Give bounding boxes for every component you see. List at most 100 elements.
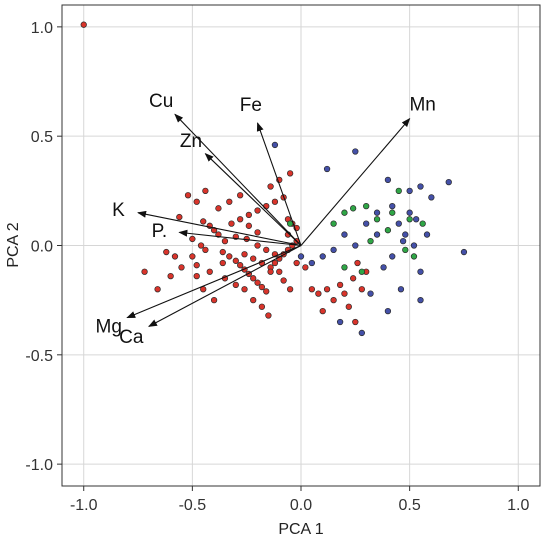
- y-tick-label: -1.0: [25, 457, 53, 474]
- red-data-point: [206, 268, 213, 275]
- red-data-point: [258, 303, 266, 310]
- blue-data-point: [358, 329, 365, 337]
- red-data-point: [323, 286, 331, 293]
- red-data-point: [245, 222, 253, 229]
- x-tick-label: -0.5: [179, 497, 207, 514]
- blue-data-point: [417, 268, 424, 275]
- red-data-point: [250, 297, 257, 304]
- blue-data-point: [410, 242, 418, 249]
- loading-arrow-zn: [204, 152, 302, 246]
- red-data-point: [263, 288, 270, 295]
- red-data-point: [232, 257, 239, 264]
- red-data-point: [189, 235, 196, 243]
- green-data-point: [341, 264, 348, 271]
- green-data-point: [373, 216, 381, 223]
- loading-arrow-mg: [126, 244, 302, 319]
- red-data-point: [193, 272, 200, 280]
- loading-label-cu: Cu: [149, 91, 173, 112]
- red-data-point: [189, 253, 196, 260]
- red-data-point: [319, 307, 326, 315]
- blue-data-point: [384, 176, 392, 184]
- x-tick-label: 0.5: [399, 497, 421, 514]
- loading-label-fe: Fe: [240, 95, 262, 116]
- red-data-point: [202, 246, 209, 254]
- red-data-point: [228, 220, 235, 227]
- red-data-point: [80, 21, 87, 28]
- red-data-point: [302, 264, 309, 271]
- blue-data-point: [397, 286, 405, 293]
- blue-data-point: [406, 209, 413, 216]
- x-tick-label: -1.0: [70, 497, 98, 514]
- red-data-point: [254, 207, 261, 214]
- red-data-point: [345, 303, 352, 310]
- red-data-point: [215, 205, 222, 212]
- red-data-point: [202, 187, 209, 194]
- red-data-point: [163, 248, 170, 256]
- loading-arrow-fe: [256, 122, 302, 246]
- blue-data-point: [402, 231, 409, 238]
- red-data-point: [267, 183, 274, 190]
- blue-data-point: [395, 220, 402, 227]
- y-tick-label: 0.0: [31, 239, 53, 256]
- x-axis-ticks: -1.0 -0.5 0.0 0.5 1.0: [70, 486, 529, 514]
- loading-arrow-ca: [148, 245, 302, 327]
- red-data-point: [286, 286, 294, 293]
- blue-data-point: [271, 141, 279, 149]
- blue-data-point: [363, 220, 370, 227]
- red-data-point: [308, 286, 316, 293]
- blue-data-point: [308, 259, 316, 267]
- blue-data-point: [380, 264, 387, 271]
- red-data-point: [221, 237, 229, 245]
- red-data-point: [176, 213, 183, 221]
- red-data-point: [141, 268, 148, 275]
- red-data-point: [237, 216, 244, 223]
- blue-data-point: [413, 216, 420, 223]
- blue-data-point: [352, 148, 359, 155]
- red-data-point: [219, 259, 226, 267]
- blue-data-point: [445, 178, 452, 186]
- red-data-point: [336, 281, 344, 289]
- red-data-point: [276, 268, 283, 275]
- blue-data-point: [423, 231, 431, 238]
- red-data-point: [245, 211, 253, 219]
- y-axis-title: PCA 2: [5, 222, 22, 267]
- red-data-point: [286, 170, 294, 177]
- green-data-point: [395, 187, 402, 194]
- blue-data-point: [373, 231, 381, 238]
- blue-data-point: [341, 231, 348, 238]
- blue-data-point: [406, 187, 413, 194]
- blue-data-point: [399, 237, 407, 245]
- y-tick-label: 0.5: [31, 129, 53, 146]
- red-data-point: [267, 268, 274, 275]
- red-data-point: [280, 277, 287, 284]
- red-data-point: [250, 275, 257, 282]
- red-data-point: [241, 251, 248, 258]
- red-data-point: [184, 192, 192, 199]
- red-data-point: [265, 312, 272, 319]
- red-data-point: [178, 264, 185, 271]
- loading-label-mg: Mg: [96, 316, 122, 337]
- loading-label-p: P.: [152, 221, 168, 242]
- red-data-point: [354, 259, 361, 267]
- green-data-point: [363, 202, 370, 210]
- blue-data-point: [352, 242, 359, 249]
- red-data-point: [341, 290, 348, 297]
- loading-label-mn: Mn: [409, 95, 435, 116]
- loading-arrow-cu: [174, 113, 302, 246]
- red-data-point: [271, 259, 279, 267]
- green-data-point: [406, 216, 413, 223]
- y-axis-ticks: -1.0 -0.5 0.0 0.5 1.0: [25, 20, 62, 474]
- blue-data-point: [428, 194, 435, 201]
- green-data-point: [410, 253, 418, 260]
- blue-data-point: [336, 318, 344, 326]
- red-data-point: [232, 281, 239, 289]
- red-data-point: [330, 297, 337, 304]
- blue-data-point: [384, 307, 392, 315]
- green-data-point: [358, 268, 365, 275]
- red-data-point: [254, 242, 261, 249]
- red-data-point: [226, 198, 233, 205]
- blue-data-point: [373, 209, 381, 216]
- blue-data-point: [417, 297, 424, 304]
- red-data-point: [349, 275, 357, 282]
